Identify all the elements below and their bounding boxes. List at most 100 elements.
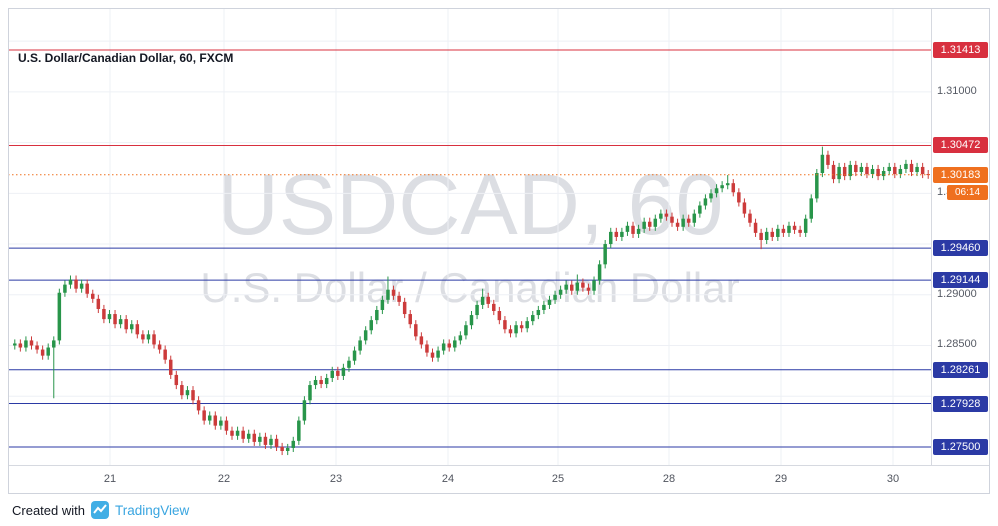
candle-body: [375, 309, 379, 321]
time-axis-label: 30: [886, 473, 900, 485]
time-axis-label: 28: [662, 473, 676, 485]
candle-body: [575, 282, 580, 291]
candle-body: [525, 321, 529, 329]
candle-body: [363, 330, 368, 341]
candle-body: [425, 344, 429, 353]
candle-body: [402, 301, 407, 315]
candle-body: [508, 329, 513, 334]
candle-body: [542, 304, 546, 310]
time-axis-label: 24: [441, 473, 455, 485]
bar-countdown-badge: 06:14: [947, 184, 988, 200]
tradingview-link[interactable]: TradingView: [114, 502, 190, 518]
candlestick-plot[interactable]: [8, 8, 990, 494]
candle-body: [553, 294, 557, 300]
candle-body: [781, 228, 786, 233]
candle-body: [352, 350, 357, 361]
candle-body: [191, 390, 195, 401]
candle-body: [564, 284, 568, 290]
candle-body: [620, 231, 624, 237]
candle-body: [570, 284, 574, 291]
candle-body: [157, 344, 162, 350]
price-level-label: 1.29144: [933, 272, 988, 289]
price-level-label: 1.31413: [933, 41, 988, 58]
candle-body: [57, 292, 62, 341]
time-axis-label: 22: [217, 473, 231, 485]
candle-body: [124, 319, 128, 330]
price-axis[interactable]: 1.310001.300001.290001.285001.314131.304…: [932, 8, 990, 466]
candle-body: [330, 370, 335, 378]
candle-body: [135, 324, 140, 335]
candle-body: [464, 325, 468, 336]
candle-body: [820, 154, 825, 174]
candle-body: [776, 228, 780, 237]
candle-body: [207, 415, 212, 421]
price-axis-label: 1.31000: [937, 84, 977, 97]
time-axis-label: 23: [329, 473, 343, 485]
candle-body: [675, 222, 680, 227]
candle-body: [681, 218, 685, 227]
candle-body: [631, 225, 635, 234]
candle-body: [297, 420, 301, 441]
candle-body: [96, 298, 101, 309]
candle-body: [692, 213, 697, 223]
candle-body: [202, 410, 206, 421]
candle-body: [592, 280, 596, 291]
candle-body: [369, 320, 373, 331]
price-axis-label: 1.29000: [937, 287, 977, 300]
candle-body: [408, 314, 412, 325]
candle-body: [241, 430, 245, 439]
candle-body: [887, 166, 891, 172]
candle-body: [748, 213, 752, 223]
candle-body: [497, 311, 502, 321]
candle-body: [386, 289, 390, 300]
candle-body: [436, 350, 440, 358]
candle-body: [336, 370, 340, 376]
candle-body: [91, 293, 95, 299]
candle-body: [503, 320, 507, 330]
candle-body: [163, 349, 167, 360]
candle-body: [291, 440, 296, 448]
price-level-label: 1.28261: [933, 361, 988, 378]
candle-body: [764, 231, 769, 240]
candle-body: [558, 289, 563, 295]
candle-body: [85, 283, 89, 294]
candle-body: [63, 284, 67, 293]
candle-body: [358, 340, 362, 351]
candle-body: [68, 279, 73, 285]
candle-body: [720, 185, 724, 189]
candle-body: [180, 385, 184, 396]
candle-body: [24, 340, 28, 348]
candle-body: [230, 430, 234, 436]
candle-body: [246, 433, 251, 439]
candle-body: [893, 166, 897, 175]
price-level-label: 1.29460: [933, 240, 988, 257]
candle-body: [915, 166, 919, 173]
candle-body: [664, 213, 669, 217]
price-level-label: 1.27928: [933, 395, 988, 412]
candle-body: [341, 367, 346, 376]
candle-body: [302, 400, 307, 421]
candle-body: [18, 343, 23, 348]
candle-body: [859, 166, 864, 173]
candle-body: [196, 400, 201, 411]
candle-body: [614, 231, 619, 237]
candle-body: [519, 325, 524, 329]
candle-body: [46, 347, 50, 356]
time-axis-label: 29: [774, 473, 788, 485]
time-axis[interactable]: 21 22 23 24 25 28 29 30: [8, 466, 990, 492]
candle-body: [904, 163, 908, 169]
footer: Created with TradingView: [12, 501, 189, 519]
candle-body: [770, 231, 775, 237]
candle-body: [714, 188, 719, 194]
tradingview-logo-icon[interactable]: [90, 501, 109, 519]
candle-body: [597, 264, 602, 281]
candle-body: [441, 343, 446, 351]
candle-body: [798, 229, 802, 233]
candle-body: [698, 205, 702, 214]
candle-body: [826, 154, 830, 165]
candle-body: [803, 218, 808, 233]
candle-body: [35, 345, 39, 350]
candle-body: [40, 349, 45, 356]
candle-body: [118, 319, 123, 325]
candle-body: [79, 283, 84, 289]
